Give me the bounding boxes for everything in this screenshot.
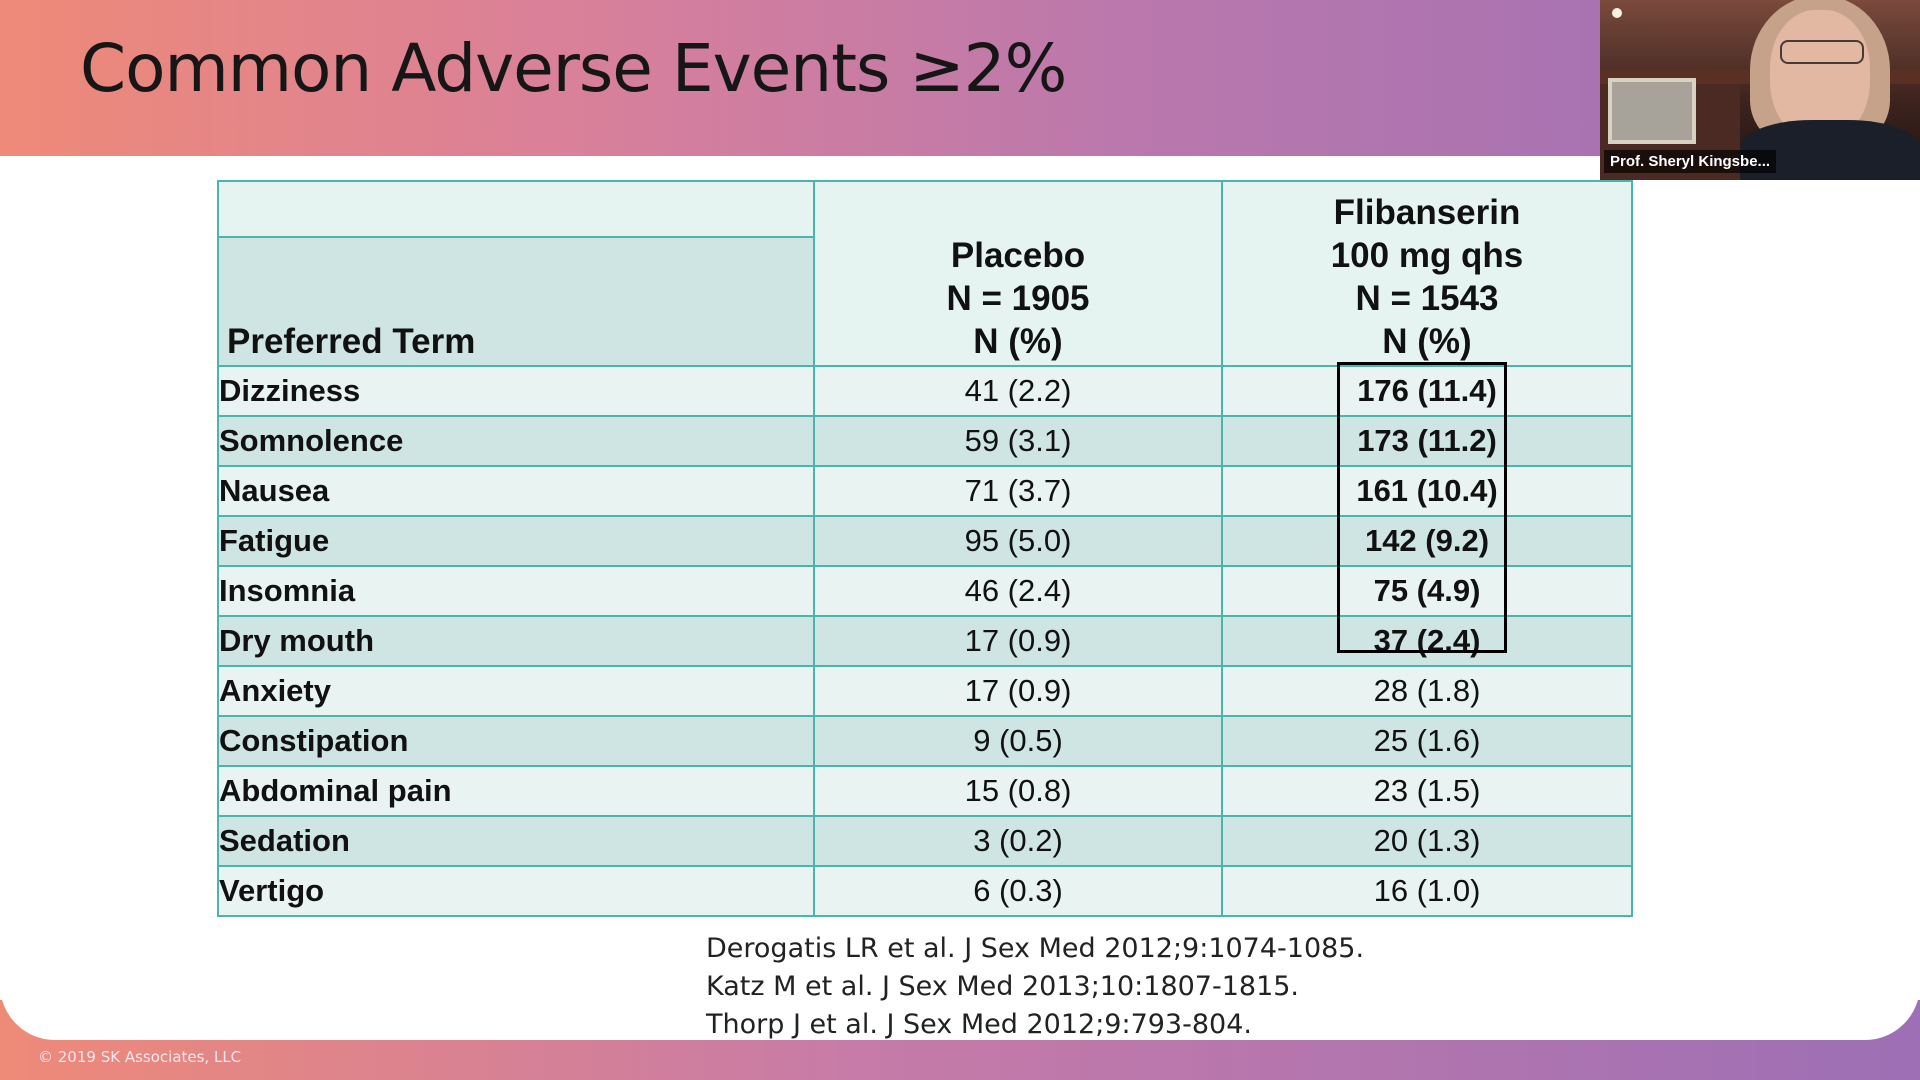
flibanserin-cell: 16 (1.0) (1221, 865, 1633, 917)
table-row: Anxiety 17 (0.9) 28 (1.8) (217, 665, 1633, 717)
flibanserin-cell: 23 (1.5) (1221, 765, 1633, 817)
reference-line: Derogatis LR et al. J Sex Med 2012;9:107… (706, 933, 1365, 964)
placebo-cell: 59 (3.1) (813, 415, 1223, 467)
header-placebo-line: N (%) (973, 322, 1063, 361)
header-flibanserin-line: N = 1543 (1355, 279, 1499, 318)
term-cell: Vertigo (217, 865, 815, 917)
participant-glasses (1780, 40, 1864, 64)
copyright-text: © 2019 SK Associates, LLC (38, 1048, 242, 1066)
term-cell: Dizziness (217, 365, 815, 417)
table-row: Sedation 3 (0.2) 20 (1.3) (217, 815, 1633, 867)
flibanserin-cell: 20 (1.3) (1221, 815, 1633, 867)
flibanserin-cell: 25 (1.6) (1221, 715, 1633, 767)
reference-line: Thorp J et al. J Sex Med 2012;9:793-804. (706, 1009, 1252, 1040)
adverse-events-table: Placebo N = 1905 N (%) Flibanserin 100 m… (217, 180, 1633, 917)
placebo-cell: 9 (0.5) (813, 715, 1223, 767)
placebo-cell: 15 (0.8) (813, 765, 1223, 817)
header-placebo-line: Placebo (950, 236, 1086, 275)
table-row: Somnolence 59 (3.1) 173 (11.2) (217, 415, 1633, 467)
header-preferred-term: Preferred Term (217, 236, 815, 367)
references: Derogatis LR et al. J Sex Med 2012;9:107… (706, 930, 1364, 1044)
term-cell: Insomnia (217, 565, 815, 617)
header-top-left-cell (217, 180, 815, 238)
term-cell: Somnolence (217, 415, 815, 467)
table-row: Dizziness 41 (2.2) 176 (11.4) (217, 365, 1633, 417)
placebo-cell: 17 (0.9) (813, 615, 1223, 667)
table-row: Constipation 9 (0.5) 25 (1.6) (217, 715, 1633, 767)
placebo-cell: 6 (0.3) (813, 865, 1223, 917)
header-flibanserin-line: 100 mg qhs (1330, 236, 1524, 275)
participant-face (1770, 10, 1870, 140)
placebo-cell: 46 (2.4) (813, 565, 1223, 617)
header-placebo-line: N = 1905 (946, 279, 1090, 318)
term-cell: Nausea (217, 465, 815, 517)
placebo-cell: 3 (0.2) (813, 815, 1223, 867)
term-cell: Anxiety (217, 665, 815, 717)
flibanserin-cell: 176 (11.4) (1221, 365, 1633, 417)
table-row: Dry mouth 17 (0.9) 37 (2.4) (217, 615, 1633, 667)
term-cell: Dry mouth (217, 615, 815, 667)
placebo-cell: 95 (5.0) (813, 515, 1223, 567)
table-row: Fatigue 95 (5.0) 142 (9.2) (217, 515, 1633, 567)
table-row: Insomnia 46 (2.4) 75 (4.9) (217, 565, 1633, 617)
background-picture-frame (1608, 78, 1696, 144)
flibanserin-cell: 173 (11.2) (1221, 415, 1633, 467)
reference-line: Katz M et al. J Sex Med 2013;10:1807-181… (706, 971, 1300, 1002)
header-flibanserin-line: Flibanserin (1333, 193, 1521, 232)
table-row: Nausea 71 (3.7) 161 (10.4) (217, 465, 1633, 517)
flibanserin-cell: 37 (2.4) (1221, 615, 1633, 667)
term-cell: Sedation (217, 815, 815, 867)
flibanserin-cell: 75 (4.9) (1221, 565, 1633, 617)
header-flibanserin: Flibanserin 100 mg qhs N = 1543 N (%) (1221, 180, 1633, 367)
ceiling-light (1612, 8, 1622, 18)
placebo-cell: 41 (2.2) (813, 365, 1223, 417)
header-placebo: Placebo N = 1905 N (%) (813, 180, 1223, 367)
placebo-cell: 17 (0.9) (813, 665, 1223, 717)
flibanserin-cell: 161 (10.4) (1221, 465, 1633, 517)
table-row: Vertigo 6 (0.3) 16 (1.0) (217, 865, 1633, 917)
placebo-cell: 71 (3.7) (813, 465, 1223, 517)
term-cell: Constipation (217, 715, 815, 767)
participant-name-tag: Prof. Sheryl Kingsbe... (1604, 150, 1777, 173)
header-flibanserin-line: N (%) (1382, 322, 1472, 361)
participant-video-tile[interactable]: Prof. Sheryl Kingsbe... (1600, 0, 1920, 180)
term-cell: Abdominal pain (217, 765, 815, 817)
term-cell: Fatigue (217, 515, 815, 567)
flibanserin-cell: 142 (9.2) (1221, 515, 1633, 567)
slide-title: Common Adverse Events ≥2% (80, 30, 1067, 107)
flibanserin-cell: 28 (1.8) (1221, 665, 1633, 717)
table-row: Abdominal pain 15 (0.8) 23 (1.5) (217, 765, 1633, 817)
